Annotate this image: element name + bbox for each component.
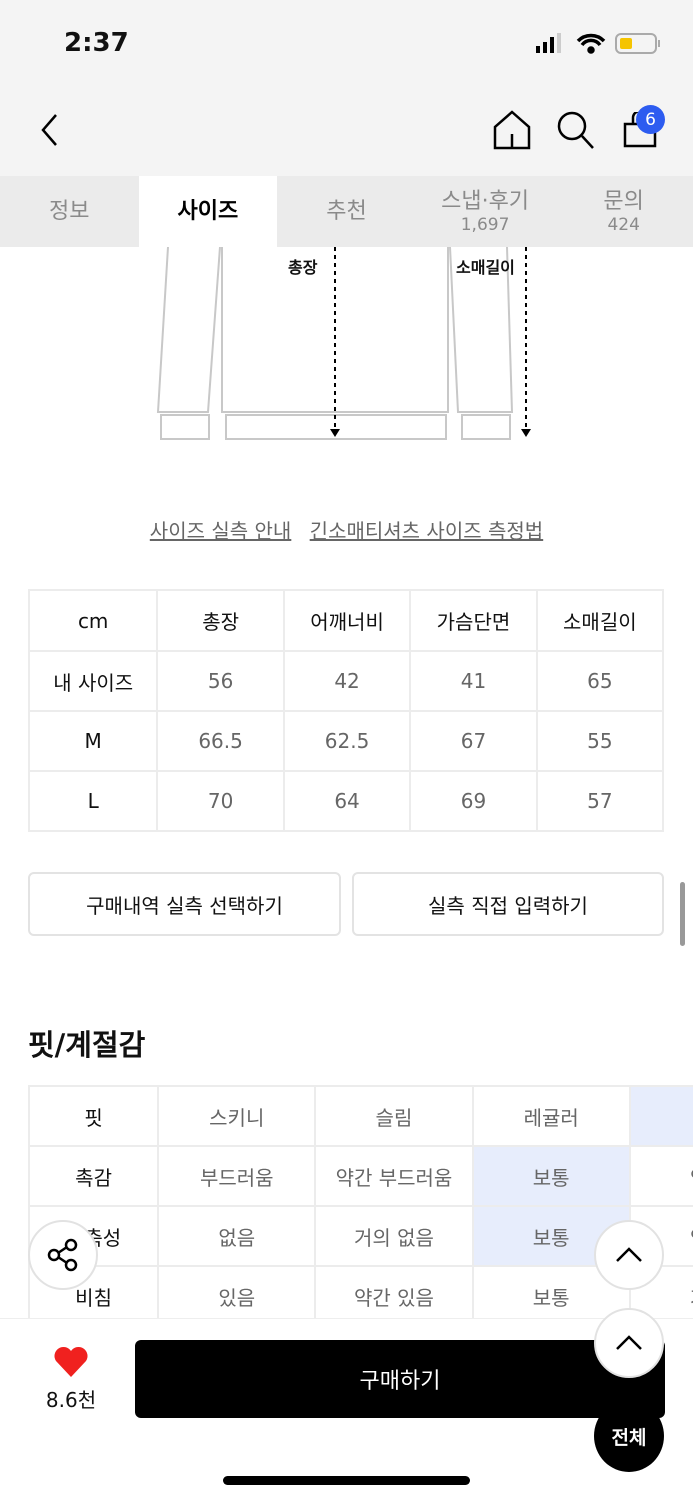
fit-section-title: 핏/계절감 <box>28 1028 146 1062</box>
table-cell: 루 <box>628 1085 693 1147</box>
table-row: 내 사이즈 56 42 41 65 <box>27 650 665 712</box>
length-label: 총장 <box>288 258 318 277</box>
table-cell: 약간 있음 <box>314 1265 474 1318</box>
garment-diagram <box>156 247 531 440</box>
table-cell: L <box>27 770 159 832</box>
like-count: 8.6천 <box>45 1388 97 1412</box>
table-cell: cm <box>27 589 159 652</box>
table-cell: 57 <box>535 770 665 832</box>
measure-method-link[interactable]: 긴소매티셔츠 사이즈 측정법 <box>309 519 544 543</box>
table-row: L 70 64 69 57 <box>27 770 665 832</box>
table-cell: 56 <box>156 650 285 712</box>
back-icon[interactable] <box>38 112 62 148</box>
tab-size[interactable]: 사이즈 <box>138 176 278 247</box>
fit-table: 핏스키니슬림레귤러루촉감부드러움약간 부드러움보통약간신축성없음거의 없음보통약… <box>28 1085 693 1318</box>
manual-input-button[interactable]: 실측 직접 입력하기 <box>352 872 664 936</box>
tab-label: 스냅·후기 <box>441 188 530 214</box>
tab-count: 424 <box>607 214 640 235</box>
table-cell: 스키니 <box>157 1085 317 1147</box>
search-icon[interactable] <box>556 110 596 150</box>
table-cell: 총장 <box>156 589 285 652</box>
table-cell: 64 <box>282 770 412 832</box>
tab-label: 문의 <box>603 188 644 214</box>
tab-info[interactable]: 정보 <box>0 176 139 247</box>
tab-count: 1,697 <box>460 214 510 235</box>
tab-label: 사이즈 <box>177 198 239 224</box>
table-row: M 66.5 62.5 67 55 <box>27 710 665 772</box>
table-cell: 69 <box>409 770 538 832</box>
table-cell: 보통 <box>471 1145 631 1207</box>
table-cell: 41 <box>409 650 538 712</box>
size-table: cm 총장 어깨너비 가슴단면 소매길이 내 사이즈 56 42 41 65 M 66.5 62.5 67… <box>27 589 665 832</box>
buy-button[interactable]: 구매하기 <box>135 1340 665 1418</box>
share-button[interactable] <box>28 1220 98 1290</box>
table-cell: 보통 <box>471 1205 631 1267</box>
table-cell: 55 <box>535 710 665 772</box>
table-cell: 어깨너비 <box>282 589 412 652</box>
table-cell: 가슴단면 <box>409 589 538 652</box>
fit-row: 핏스키니슬림레귤러루 <box>28 1085 693 1147</box>
table-cell: 약간 <box>628 1145 693 1207</box>
table-cell: 촉감 <box>28 1145 160 1207</box>
signal-icon <box>536 33 561 53</box>
status-time: 2:37 <box>64 28 129 58</box>
table-cell: 레귤러 <box>471 1085 631 1147</box>
table-cell: 67 <box>409 710 538 772</box>
table-cell: 62.5 <box>282 710 412 772</box>
table-cell: 없음 <box>157 1205 317 1267</box>
fit-row: 신축성없음거의 없음보통약간 <box>28 1205 693 1267</box>
table-cell: 부드러움 <box>157 1145 317 1207</box>
sleeve-label: 소매길이 <box>456 258 515 277</box>
table-cell: 내 사이즈 <box>27 650 159 712</box>
chevron-up-icon <box>616 1335 642 1350</box>
fit-table-wrap: 핏스키니슬림레귤러루촉감부드러움약간 부드러움보통약간신축성없음거의 없음보통약… <box>28 1085 693 1318</box>
table-cell: 핏 <box>28 1085 160 1147</box>
chevron-up-icon <box>616 1247 642 1262</box>
status-icons <box>536 33 660 54</box>
table-cell: 소매길이 <box>535 589 665 652</box>
table-cell: 42 <box>282 650 412 712</box>
tab-bar: 정보 사이즈 추천 스냅·후기 1,697 문의 424 <box>0 176 693 247</box>
top-bar <box>0 0 693 176</box>
purchase-history-button[interactable]: 구매내역 실측 선택하기 <box>28 872 341 936</box>
table-cell: 슬림 <box>314 1085 474 1147</box>
share-icon <box>47 1238 78 1272</box>
all-button[interactable]: 전체 <box>594 1400 664 1472</box>
tab-qna[interactable]: 문의 424 <box>554 176 693 247</box>
size-links: 사이즈 실측 안내 긴소매티셔츠 사이즈 측정법 <box>0 515 693 544</box>
battery-icon <box>615 33 660 54</box>
cart-badge: 6 <box>636 105 665 134</box>
wifi-icon <box>576 33 606 54</box>
tab-reviews[interactable]: 스냅·후기 1,697 <box>416 176 555 247</box>
scroll-top-button[interactable] <box>594 1220 664 1290</box>
table-cell: M <box>27 710 159 772</box>
home-indicator <box>223 1476 470 1485</box>
table-cell: 있음 <box>157 1265 317 1318</box>
table-header-row: cm 총장 어깨너비 가슴단면 소매길이 <box>27 589 665 652</box>
table-cell: 거의 없음 <box>314 1205 474 1267</box>
tab-label: 정보 <box>49 198 90 224</box>
table-cell: 65 <box>535 650 665 712</box>
table-cell: 약간 부드러움 <box>314 1145 474 1207</box>
tab-label: 추천 <box>326 198 367 224</box>
size-guide-link[interactable]: 사이즈 실측 안내 <box>149 519 292 543</box>
tab-recommend[interactable]: 추천 <box>277 176 416 247</box>
table-cell: 66.5 <box>156 710 285 772</box>
collapse-button[interactable] <box>594 1308 664 1378</box>
table-cell: 70 <box>156 770 285 832</box>
heart-icon[interactable] <box>53 1346 89 1378</box>
home-icon[interactable] <box>492 110 532 150</box>
scrollbar[interactable] <box>680 882 685 946</box>
